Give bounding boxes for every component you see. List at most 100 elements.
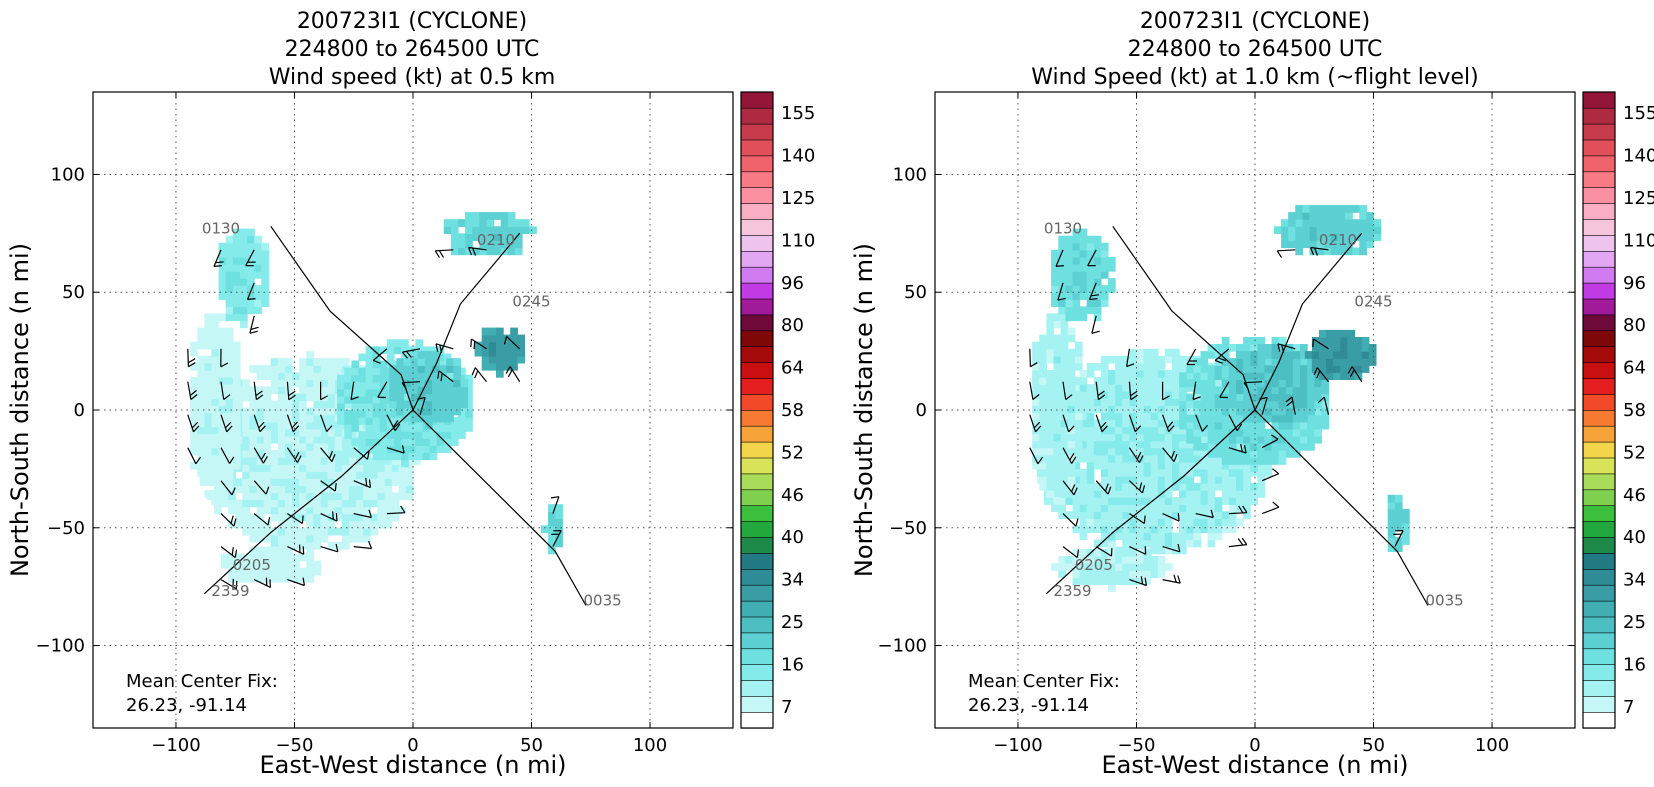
wind-barb-shaft — [1162, 447, 1175, 462]
wind-cell — [334, 464, 343, 472]
wind-cell — [1228, 457, 1237, 465]
wind-cell — [225, 377, 234, 385]
wind-cell — [486, 240, 495, 249]
wind-cell — [398, 485, 407, 494]
wind-cell — [1086, 570, 1095, 578]
wind-cell — [197, 447, 205, 456]
wind-cell — [1200, 358, 1209, 366]
wind-cell — [415, 452, 424, 461]
wind-cell — [1079, 313, 1088, 322]
wind-barb-flag — [1037, 456, 1043, 465]
wind-cell — [270, 372, 279, 380]
wind-cell — [1193, 525, 1202, 534]
wind-cell — [277, 546, 286, 555]
wind-cell — [277, 471, 286, 479]
wind-cell — [1108, 563, 1116, 571]
wind-cell — [1323, 240, 1332, 249]
wind-barb — [505, 366, 521, 383]
wind-cell — [270, 513, 279, 522]
wind-cell — [1065, 556, 1074, 564]
wind-barb — [1029, 447, 1043, 465]
wind-cell — [344, 388, 352, 397]
wind-cell — [1236, 344, 1244, 352]
wind-cell — [1300, 344, 1308, 352]
wind-cell — [450, 233, 459, 241]
wind-cell — [1281, 240, 1289, 249]
wind-cell — [453, 407, 461, 416]
panel-2-x-axis-label: East-West distance (n mi) — [1101, 751, 1408, 779]
wind-barb-flag — [215, 261, 224, 264]
wind-cell — [555, 511, 563, 519]
wind-barb-shaft — [1244, 381, 1263, 384]
colorbar-tick-label: 34 — [1623, 570, 1646, 591]
wind-cell — [1074, 447, 1083, 456]
wind-cell — [1136, 563, 1145, 571]
wind-cell — [1108, 391, 1116, 399]
wind-cell — [334, 428, 343, 437]
wind-cell — [263, 567, 272, 576]
wind-barb-shaft — [320, 513, 338, 522]
wind-cell — [240, 256, 248, 265]
wind-cell — [479, 226, 488, 234]
wind-cell — [1150, 546, 1159, 555]
wind-cell — [1039, 483, 1047, 491]
wind-cell — [496, 362, 504, 371]
wind-barb-flag — [320, 395, 328, 401]
wind-cell — [320, 513, 329, 522]
wind-cell — [1079, 454, 1088, 463]
wind-cell — [263, 435, 272, 444]
wind-cell — [320, 400, 329, 409]
wind-cell — [450, 240, 459, 249]
wind-cell — [1326, 351, 1334, 359]
wind-cell — [1157, 447, 1166, 456]
wind-cell — [1207, 407, 1216, 416]
wind-cell — [306, 553, 314, 562]
wind-cell — [1086, 490, 1095, 498]
wind-cell — [1079, 433, 1088, 442]
wind-cell — [1157, 384, 1166, 392]
wind-cell — [1093, 511, 1102, 519]
wind-barb — [187, 447, 201, 465]
wind-cell — [1285, 450, 1294, 458]
wind-cell — [1100, 256, 1109, 265]
wind-cell — [1257, 365, 1266, 373]
wind-cell — [249, 435, 258, 444]
wind-cell — [313, 541, 322, 550]
wind-cell — [1264, 435, 1273, 444]
wind-cell — [450, 431, 459, 439]
wind-cell — [1100, 249, 1109, 258]
wind-cell — [1300, 365, 1308, 373]
wind-cell — [1164, 398, 1173, 406]
wind-cell — [204, 334, 213, 343]
wind-cell — [225, 461, 234, 470]
wind-barb-flag — [1141, 485, 1146, 494]
wind-cell — [1179, 421, 1187, 430]
wind-cell — [292, 567, 300, 576]
wind-cell — [432, 351, 440, 359]
wind-barb-flag — [1069, 452, 1075, 461]
wind-barb-shaft — [220, 546, 236, 558]
colorbar-segment — [740, 123, 774, 141]
wind-barb-flag — [1349, 369, 1355, 378]
wind-cell — [351, 410, 360, 418]
wind-cell — [1243, 358, 1251, 366]
wind-cell — [261, 264, 269, 272]
wind-cell — [225, 249, 234, 258]
wind-barb — [1317, 396, 1330, 415]
wind-cell — [256, 574, 265, 583]
wind-barb-flag — [223, 394, 231, 400]
wind-cell — [358, 353, 367, 362]
wind-barb — [437, 370, 454, 383]
wind-cell — [228, 574, 236, 583]
wind-cell — [1039, 419, 1047, 428]
colorbar-segment — [1582, 266, 1616, 284]
wind-cell — [1285, 365, 1294, 373]
wind-cell — [1207, 454, 1216, 463]
wind-barb — [1261, 468, 1280, 482]
wind-barb — [471, 367, 487, 383]
wind-cell — [1316, 240, 1325, 249]
panel-1-x-axis-label: East-West distance (n mi) — [259, 751, 566, 779]
colorbar-segment — [1582, 393, 1616, 411]
wind-cell — [410, 351, 419, 359]
wind-cell — [1136, 468, 1145, 477]
